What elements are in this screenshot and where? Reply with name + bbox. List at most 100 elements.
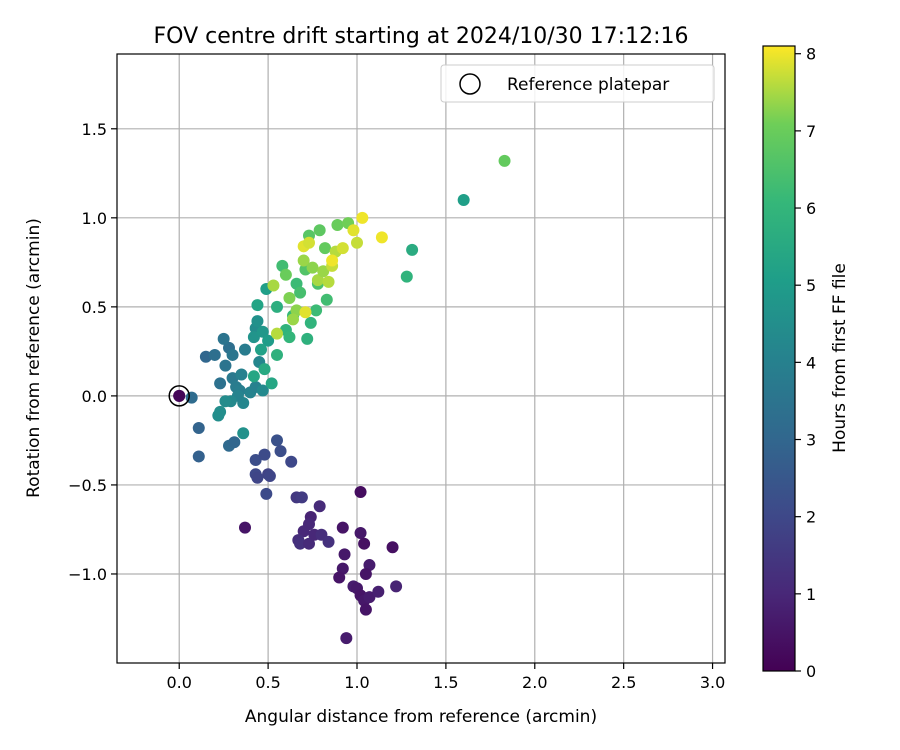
y-axis-label: Rotation from reference (arcmin) xyxy=(24,218,44,498)
data-point xyxy=(208,348,221,361)
data-point xyxy=(313,224,326,237)
data-point xyxy=(306,261,319,274)
data-point xyxy=(219,395,232,408)
data-point xyxy=(400,270,413,283)
data-point xyxy=(287,313,299,326)
y-tick-label: −0.5 xyxy=(68,476,107,495)
y-axis-ticks: −1.0 −0.5 0.0 0.5 1.0 1.5 xyxy=(68,120,117,584)
data-point xyxy=(251,315,264,328)
data-points xyxy=(173,154,511,645)
data-point xyxy=(322,275,335,288)
data-point xyxy=(313,500,326,513)
data-point xyxy=(271,327,283,340)
legend-entry: Reference platepar xyxy=(507,75,669,95)
y-tick-label: 1.0 xyxy=(82,209,107,228)
x-tick-label: 3.0 xyxy=(700,673,725,692)
x-axis-ticks: 0.0 0.5 1.0 1.5 2.0 2.5 3.0 xyxy=(166,663,725,692)
colorbar-tick-label: 0 xyxy=(806,662,816,681)
data-point xyxy=(247,331,260,344)
data-point xyxy=(356,211,369,224)
data-point xyxy=(358,537,371,550)
colorbar-tick-label: 1 xyxy=(806,585,816,604)
legend-box xyxy=(440,64,715,103)
data-point xyxy=(301,332,314,345)
data-point xyxy=(354,527,367,540)
data-point xyxy=(304,316,317,329)
colorbar-ticks: 0 1 2 3 4 5 6 7 8 xyxy=(795,45,816,681)
colorbar-tick-label: 3 xyxy=(806,431,816,450)
data-point xyxy=(279,268,292,281)
data-point xyxy=(283,331,296,344)
data-point xyxy=(199,350,212,363)
data-point xyxy=(457,194,470,207)
data-point xyxy=(239,343,251,356)
data-point xyxy=(271,434,283,447)
data-point xyxy=(247,370,260,383)
data-point xyxy=(303,236,315,249)
data-point xyxy=(214,377,227,390)
data-point xyxy=(375,231,388,244)
data-point xyxy=(260,487,273,500)
data-point xyxy=(297,525,310,538)
data-point xyxy=(359,603,372,616)
data-point xyxy=(255,343,267,356)
y-tick-label: 1.5 xyxy=(82,120,107,139)
data-point xyxy=(219,359,232,372)
data-point xyxy=(336,242,349,255)
data-point xyxy=(271,348,283,361)
data-point xyxy=(263,470,276,483)
colorbar-tick-label: 4 xyxy=(806,353,816,372)
data-point xyxy=(256,325,269,338)
data-point xyxy=(249,454,262,466)
data-point xyxy=(340,632,353,645)
data-point xyxy=(265,377,278,390)
data-point xyxy=(192,421,205,434)
data-point xyxy=(303,537,315,550)
colorbar-tick-label: 2 xyxy=(806,508,816,527)
data-point xyxy=(386,541,399,554)
data-point xyxy=(359,567,372,580)
x-tick-label: 2.5 xyxy=(611,673,636,692)
data-point xyxy=(372,585,385,598)
data-point xyxy=(498,154,511,167)
data-point xyxy=(251,471,264,484)
data-point xyxy=(283,291,296,304)
colorbar-tick-label: 7 xyxy=(806,122,816,141)
reference-platepar-marker xyxy=(168,385,190,407)
data-point xyxy=(319,242,331,255)
data-point xyxy=(347,224,360,237)
x-tick-label: 0.5 xyxy=(255,673,280,692)
data-point xyxy=(338,548,351,561)
data-point xyxy=(262,334,275,347)
data-point xyxy=(333,571,346,584)
data-point xyxy=(274,445,287,458)
colorbar: 0 1 2 3 4 5 6 7 8 Hours from first FF file xyxy=(762,45,850,681)
data-point xyxy=(294,537,307,550)
colorbar-tick-label: 5 xyxy=(806,276,816,295)
data-point xyxy=(363,591,376,604)
data-point xyxy=(214,405,227,418)
data-point xyxy=(295,491,308,504)
data-point xyxy=(251,299,264,312)
legend-marker-icon xyxy=(459,73,481,95)
data-point xyxy=(297,254,310,267)
data-point xyxy=(294,286,307,299)
colorbar-tick-label: 6 xyxy=(806,199,816,218)
grid-lines xyxy=(117,54,725,663)
data-point xyxy=(285,455,298,468)
x-tick-label: 1.0 xyxy=(344,673,369,692)
data-point xyxy=(258,363,271,376)
data-point xyxy=(239,521,251,534)
chart-title: FOV centre drift starting at 2024/10/30 … xyxy=(154,24,689,49)
data-point xyxy=(354,486,367,499)
data-point xyxy=(322,535,335,548)
x-axis-label: Angular distance from reference (arcmin) xyxy=(245,707,597,727)
y-tick-label: 0.5 xyxy=(82,298,107,317)
y-tick-label: −1.0 xyxy=(68,565,107,584)
data-point xyxy=(351,236,363,249)
data-point xyxy=(317,265,330,278)
colorbar-gradient xyxy=(762,45,796,672)
data-point xyxy=(237,427,250,440)
colorbar-label: Hours from first FF file xyxy=(830,263,850,453)
